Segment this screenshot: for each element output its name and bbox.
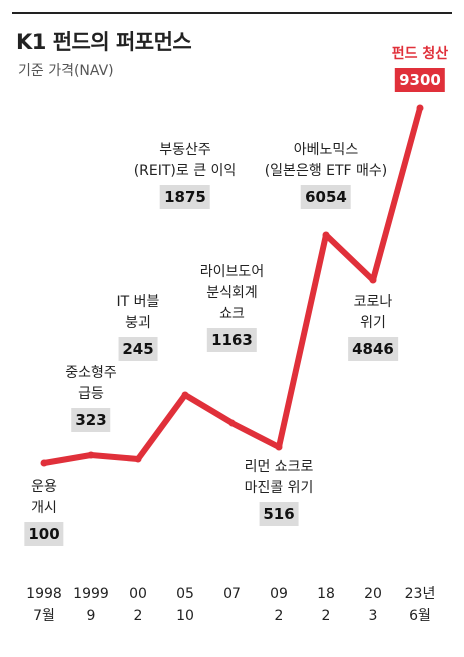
annotation-text: IT 버블 (116, 294, 160, 310)
value-label: 323 (71, 408, 111, 432)
annotation-text: 펀드 청산 (391, 46, 449, 62)
annotation-text: 코로나 (353, 294, 393, 310)
annotation-label: 부동산주 (REIT)로 큰 이익 1875 (133, 140, 237, 209)
top-rule (12, 12, 452, 14)
value-label: 1163 (207, 328, 257, 352)
annotation-text: 개시 (31, 500, 57, 516)
chart-title: K1 펀드의 퍼포먼스 (16, 30, 192, 54)
annotation-text: 쇼크 (219, 306, 245, 322)
data-point (134, 455, 142, 463)
data-point (228, 419, 236, 427)
value-label: 6054 (301, 185, 351, 209)
data-point (416, 104, 424, 112)
value-label: 100 (24, 522, 64, 546)
annotation-text: 분식회계 (206, 285, 258, 301)
annotation-text: 중소형주 (65, 365, 117, 381)
annotation-text: 급등 (78, 386, 104, 402)
annotation-text: 아베노믹스 (293, 142, 359, 158)
annotation-text: (REIT)로 큰 이익 (133, 163, 237, 179)
annotation-text: 운용 (31, 479, 57, 495)
value-label: 245 (118, 337, 158, 361)
value-label: 1875 (160, 185, 210, 209)
chart-subtitle: 기준 가격(NAV) (18, 63, 114, 79)
value-label: 9300 (395, 68, 445, 92)
annotation-text: 라이브도어 (199, 264, 265, 280)
data-point (369, 276, 377, 284)
annotation-label: 아베노믹스 (일본은행 ETF 매수) 6054 (264, 140, 388, 209)
data-point (275, 443, 283, 451)
annotation-text: 부동산주 (159, 142, 211, 158)
data-point (40, 459, 48, 467)
annotation-text: 마진콜 위기 (244, 480, 314, 496)
annotation-text: 위기 (360, 315, 386, 331)
annotation-label: 펀드 청산 9300 (392, 44, 448, 92)
data-point (181, 391, 189, 399)
data-point (87, 451, 95, 459)
annotation-text: 붕괴 (125, 315, 151, 331)
annotation-text: (일본은행 ETF 매수) (264, 163, 388, 179)
data-point (322, 231, 330, 239)
value-label: 516 (259, 502, 299, 526)
value-label: 4846 (348, 337, 398, 361)
annotation-text: 리먼 쇼크로 (244, 459, 314, 475)
